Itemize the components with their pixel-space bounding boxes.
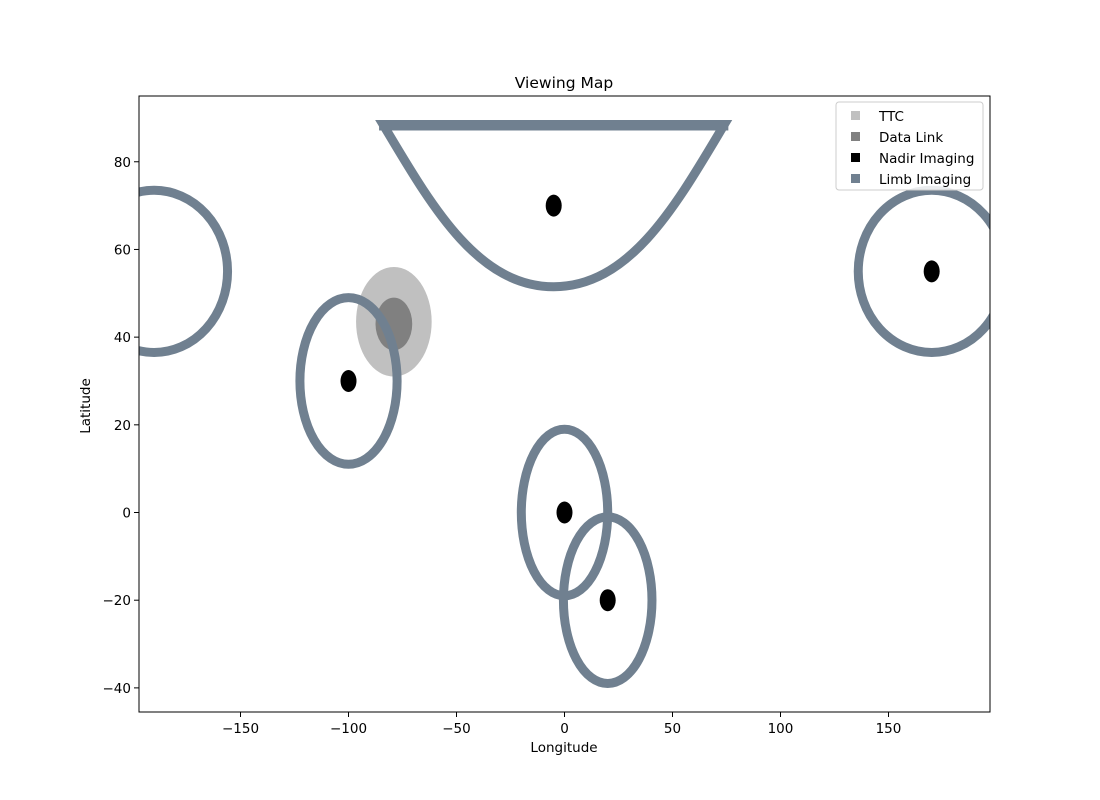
legend-swatch xyxy=(851,174,860,183)
legend-label: Limb Imaging xyxy=(879,172,971,188)
y-tick-label: 20 xyxy=(114,418,131,434)
x-tick-label: 150 xyxy=(876,721,902,737)
y-tick-label: 80 xyxy=(114,155,131,171)
limb-imaging-ring xyxy=(558,512,657,689)
nadir-imaging-point xyxy=(545,194,562,217)
legend-swatch xyxy=(851,153,860,162)
x-axis-label: Longitude xyxy=(530,740,597,756)
legend-label: Nadir Imaging xyxy=(879,151,974,167)
plot-area xyxy=(139,119,990,689)
legend-swatch xyxy=(851,111,860,120)
y-tick-label: 40 xyxy=(114,330,131,346)
x-tick-label: 50 xyxy=(664,721,681,737)
limb-imaging-cap-edge xyxy=(379,120,729,131)
x-tick-label: 100 xyxy=(768,721,794,737)
y-tick-label: −20 xyxy=(103,593,132,609)
y-tick-label: 60 xyxy=(114,242,131,258)
x-axis-ticks: −150 −100 −50 0 50 100 150 xyxy=(222,712,901,737)
x-tick-label: 0 xyxy=(560,721,569,737)
limb-imaging-ring xyxy=(295,293,402,469)
nadir-imaging-point xyxy=(599,589,616,612)
y-axis-label: Latitude xyxy=(78,378,94,434)
nadir-imaging-point xyxy=(556,501,573,524)
chart-title: Viewing Map xyxy=(515,74,613,92)
data-link-area xyxy=(375,297,413,351)
legend-label: TTC xyxy=(878,109,904,125)
y-tick-label: 0 xyxy=(122,506,131,522)
limb-imaging-polar-cap xyxy=(375,119,733,292)
x-tick-label: −150 xyxy=(222,721,259,737)
legend-box xyxy=(835,101,984,191)
y-axis-ticks: −40 −20 0 20 40 60 80 xyxy=(103,155,139,697)
legend-label: Data Link xyxy=(879,130,943,146)
limb-imaging-wrapped-arc xyxy=(139,185,233,357)
y-tick-label: −40 xyxy=(103,681,132,697)
x-tick-label: −50 xyxy=(442,721,471,737)
legend: TTC Data Link Nadir Imaging Limb Imaging xyxy=(835,101,984,191)
legend-swatch xyxy=(851,132,860,141)
nadir-imaging-point xyxy=(340,369,357,392)
x-tick-label: −100 xyxy=(330,721,367,737)
nadir-imaging-point xyxy=(923,260,940,283)
